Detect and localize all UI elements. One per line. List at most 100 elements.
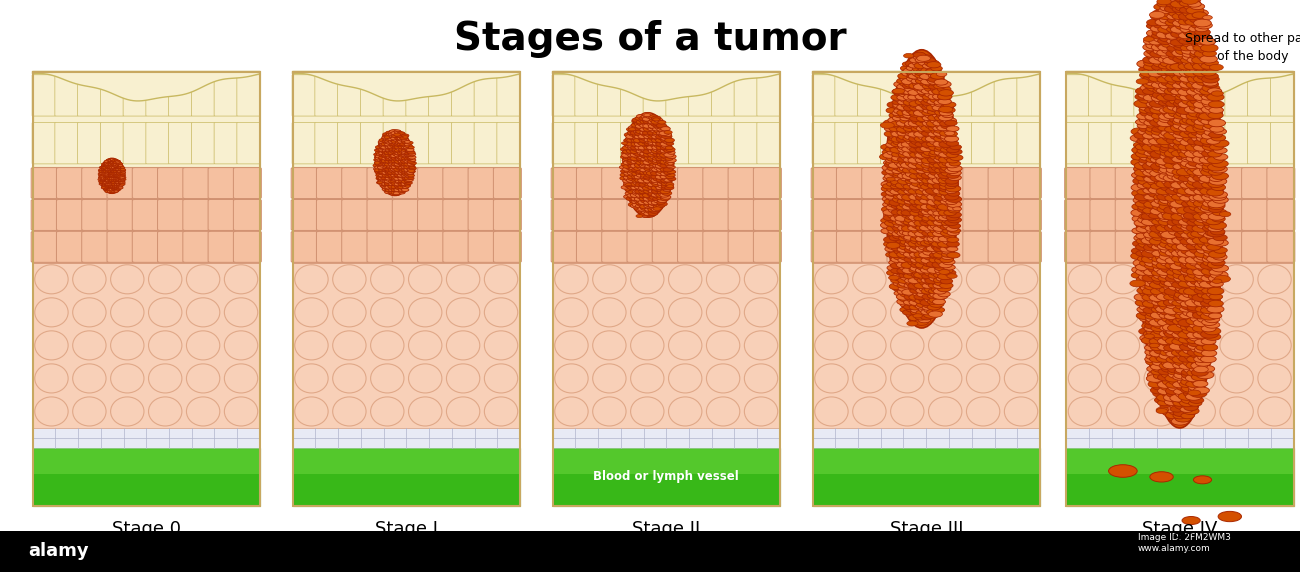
Circle shape bbox=[658, 136, 667, 140]
Circle shape bbox=[662, 191, 672, 196]
Circle shape bbox=[108, 180, 113, 182]
Circle shape bbox=[1139, 221, 1156, 229]
Circle shape bbox=[889, 128, 902, 134]
Circle shape bbox=[104, 174, 108, 176]
Circle shape bbox=[629, 195, 638, 200]
Circle shape bbox=[101, 170, 107, 172]
Circle shape bbox=[892, 115, 905, 121]
Circle shape bbox=[924, 222, 939, 228]
Circle shape bbox=[897, 88, 911, 94]
Circle shape bbox=[1201, 268, 1218, 275]
Circle shape bbox=[107, 164, 111, 165]
Circle shape bbox=[1180, 138, 1197, 146]
FancyBboxPatch shape bbox=[627, 200, 655, 231]
Circle shape bbox=[623, 146, 632, 150]
Circle shape bbox=[903, 257, 916, 262]
Circle shape bbox=[939, 292, 950, 297]
Circle shape bbox=[660, 175, 668, 178]
Circle shape bbox=[906, 154, 920, 160]
Circle shape bbox=[1165, 121, 1178, 128]
Circle shape bbox=[389, 136, 396, 139]
Circle shape bbox=[1147, 310, 1162, 317]
Circle shape bbox=[1174, 129, 1188, 136]
Circle shape bbox=[1171, 244, 1187, 251]
Circle shape bbox=[1166, 328, 1180, 335]
Circle shape bbox=[1147, 101, 1160, 108]
Circle shape bbox=[927, 220, 941, 226]
Circle shape bbox=[380, 138, 386, 142]
Circle shape bbox=[1190, 203, 1206, 211]
Circle shape bbox=[116, 173, 120, 175]
Circle shape bbox=[944, 207, 957, 212]
Circle shape bbox=[99, 166, 104, 169]
Circle shape bbox=[907, 207, 919, 212]
Circle shape bbox=[924, 80, 939, 87]
Circle shape bbox=[905, 244, 919, 251]
Circle shape bbox=[1190, 190, 1202, 196]
Circle shape bbox=[949, 223, 961, 228]
Circle shape bbox=[654, 191, 663, 195]
Circle shape bbox=[111, 176, 114, 178]
Circle shape bbox=[927, 182, 941, 189]
Circle shape bbox=[1202, 141, 1217, 147]
Ellipse shape bbox=[408, 364, 442, 393]
Circle shape bbox=[662, 185, 671, 190]
Circle shape bbox=[1183, 359, 1201, 367]
Circle shape bbox=[1183, 141, 1197, 147]
Circle shape bbox=[909, 277, 922, 284]
Circle shape bbox=[1184, 166, 1201, 173]
Circle shape bbox=[404, 176, 412, 180]
Circle shape bbox=[1182, 201, 1196, 207]
Circle shape bbox=[891, 215, 905, 221]
Circle shape bbox=[887, 108, 898, 113]
Ellipse shape bbox=[891, 331, 924, 360]
Circle shape bbox=[1149, 38, 1164, 45]
Circle shape bbox=[1132, 267, 1147, 273]
Circle shape bbox=[109, 163, 114, 165]
Circle shape bbox=[103, 176, 108, 178]
Bar bbox=[1066, 263, 1294, 428]
Circle shape bbox=[384, 147, 390, 150]
Circle shape bbox=[666, 148, 675, 152]
Circle shape bbox=[924, 170, 939, 176]
Circle shape bbox=[923, 101, 937, 108]
Circle shape bbox=[1199, 61, 1214, 67]
FancyBboxPatch shape bbox=[988, 231, 1017, 263]
Circle shape bbox=[902, 267, 916, 273]
Circle shape bbox=[647, 206, 655, 209]
Circle shape bbox=[1176, 73, 1193, 80]
Circle shape bbox=[632, 178, 641, 182]
FancyBboxPatch shape bbox=[1112, 75, 1135, 116]
Circle shape bbox=[654, 202, 664, 206]
Circle shape bbox=[651, 129, 659, 133]
Circle shape bbox=[920, 267, 935, 273]
Circle shape bbox=[897, 268, 910, 274]
Circle shape bbox=[1201, 319, 1217, 325]
FancyBboxPatch shape bbox=[78, 75, 101, 116]
Circle shape bbox=[894, 81, 907, 88]
Circle shape bbox=[112, 170, 117, 172]
Circle shape bbox=[1204, 247, 1218, 253]
Circle shape bbox=[374, 166, 382, 169]
Circle shape bbox=[399, 158, 406, 161]
Circle shape bbox=[634, 145, 645, 150]
Circle shape bbox=[915, 99, 928, 105]
Circle shape bbox=[396, 153, 403, 156]
Circle shape bbox=[902, 83, 915, 89]
Circle shape bbox=[893, 165, 907, 171]
Circle shape bbox=[1200, 88, 1217, 95]
Circle shape bbox=[1139, 240, 1156, 248]
FancyBboxPatch shape bbox=[757, 122, 780, 164]
Circle shape bbox=[937, 213, 949, 217]
Circle shape bbox=[1186, 6, 1204, 14]
Circle shape bbox=[1148, 66, 1162, 72]
Circle shape bbox=[1150, 225, 1167, 232]
Circle shape bbox=[1157, 337, 1173, 344]
Ellipse shape bbox=[186, 298, 220, 327]
Circle shape bbox=[1131, 172, 1145, 178]
Circle shape bbox=[939, 141, 953, 148]
Circle shape bbox=[404, 168, 411, 172]
Circle shape bbox=[1165, 194, 1182, 201]
Circle shape bbox=[1158, 368, 1174, 375]
Circle shape bbox=[1201, 76, 1219, 83]
